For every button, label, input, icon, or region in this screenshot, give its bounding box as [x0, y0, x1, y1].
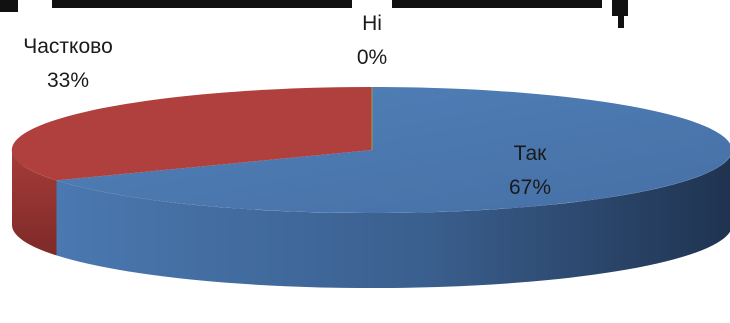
label-ni-name: Ні: [362, 12, 382, 35]
label-tak-name: Так: [514, 142, 548, 165]
label-ni: Ні 0%: [357, 12, 387, 69]
label-ni-percent: 0%: [357, 46, 387, 69]
cropped-title-fragment: [0, 0, 628, 28]
label-chastkovo-percent: 33%: [47, 69, 89, 92]
label-chastkovo: Частково 33%: [23, 35, 113, 92]
label-tak-percent: 67%: [509, 176, 551, 199]
label-chastkovo-name: Частково: [23, 35, 113, 58]
